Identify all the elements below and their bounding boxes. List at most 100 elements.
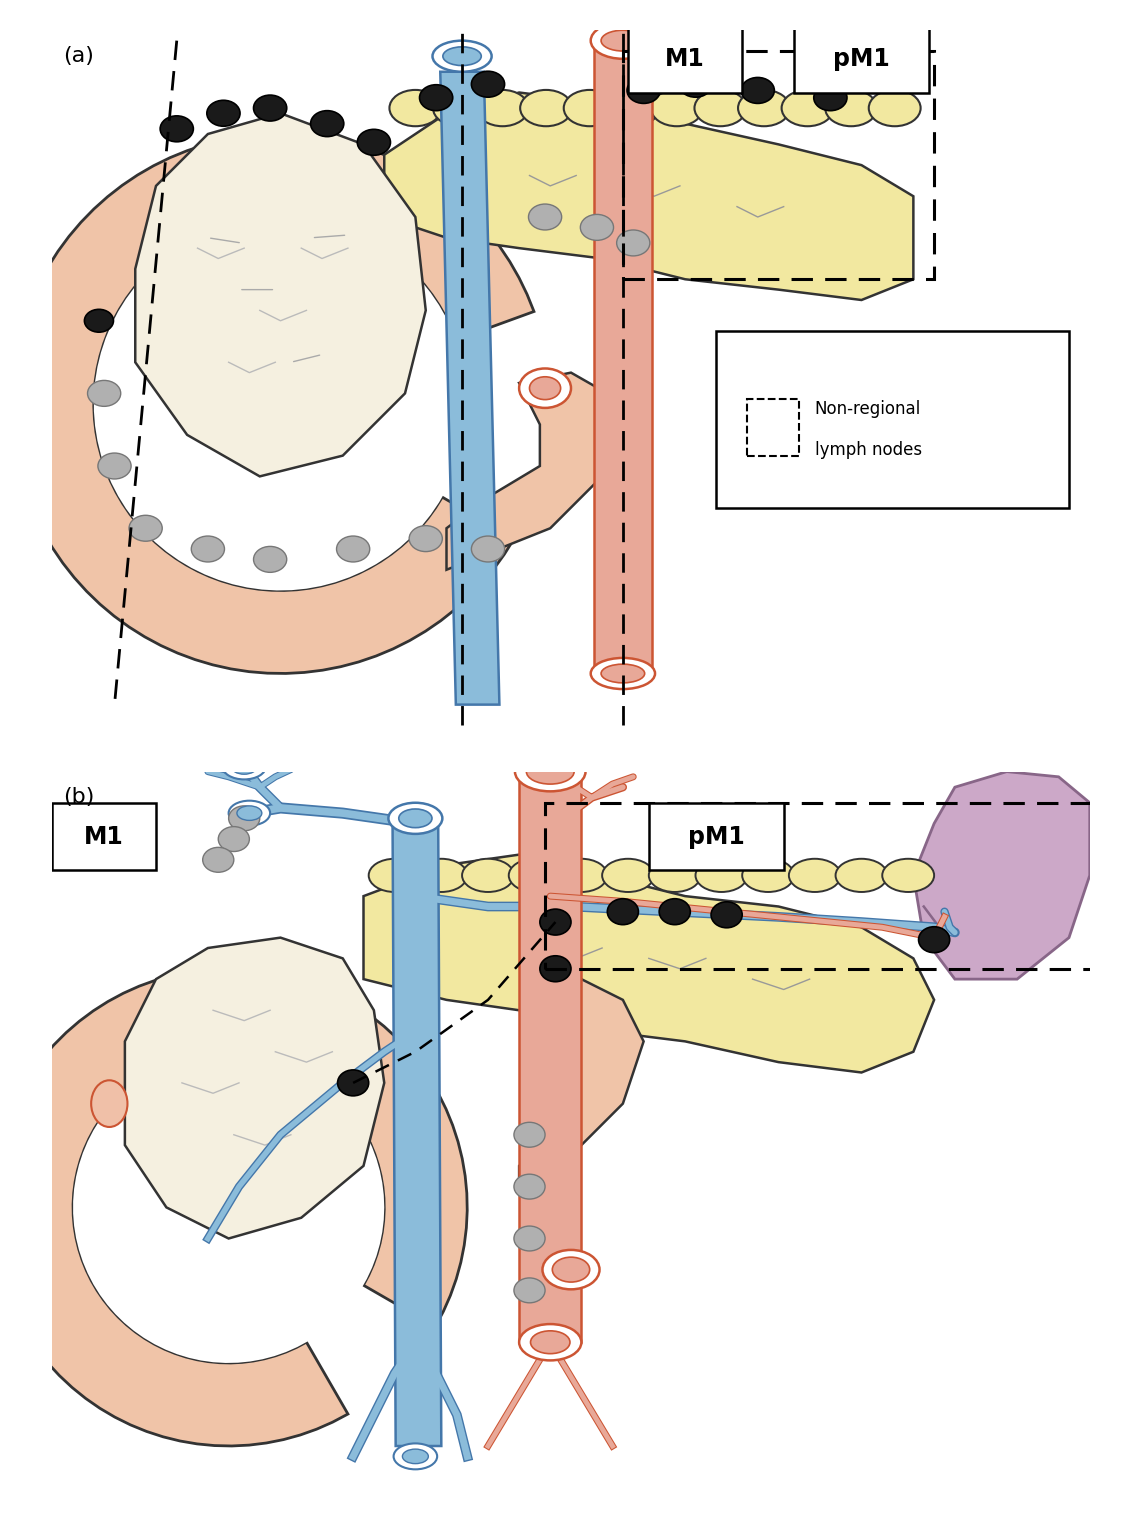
Ellipse shape	[311, 110, 344, 136]
Polygon shape	[363, 855, 934, 1073]
Ellipse shape	[781, 89, 834, 126]
Ellipse shape	[254, 546, 287, 572]
Ellipse shape	[514, 1174, 545, 1200]
Text: (b): (b)	[63, 787, 94, 808]
Ellipse shape	[601, 30, 645, 51]
Ellipse shape	[236, 806, 262, 820]
Ellipse shape	[160, 117, 193, 142]
FancyBboxPatch shape	[53, 803, 156, 870]
Ellipse shape	[553, 1257, 589, 1282]
Ellipse shape	[231, 758, 257, 775]
Ellipse shape	[580, 215, 613, 241]
Bar	[545, 803, 1105, 968]
Ellipse shape	[601, 664, 645, 682]
Ellipse shape	[814, 85, 847, 110]
Ellipse shape	[520, 89, 572, 126]
Ellipse shape	[659, 899, 690, 924]
Ellipse shape	[789, 859, 841, 893]
Ellipse shape	[540, 956, 571, 982]
Ellipse shape	[338, 1070, 369, 1095]
FancyBboxPatch shape	[794, 26, 928, 92]
Ellipse shape	[369, 859, 420, 893]
Ellipse shape	[472, 536, 505, 561]
Polygon shape	[594, 41, 652, 673]
Ellipse shape	[357, 129, 391, 156]
Bar	[622, 51, 934, 280]
Ellipse shape	[564, 89, 616, 126]
Ellipse shape	[738, 89, 790, 126]
Ellipse shape	[711, 902, 742, 927]
Ellipse shape	[826, 89, 877, 126]
Ellipse shape	[694, 89, 747, 126]
Polygon shape	[914, 772, 1089, 979]
Ellipse shape	[608, 899, 638, 924]
Polygon shape	[135, 113, 426, 477]
Ellipse shape	[514, 1123, 545, 1147]
Ellipse shape	[514, 1226, 545, 1251]
Polygon shape	[73, 1052, 384, 1363]
Ellipse shape	[649, 859, 701, 893]
Ellipse shape	[695, 859, 747, 893]
Ellipse shape	[207, 100, 240, 126]
Text: (a): (a)	[63, 45, 94, 67]
Ellipse shape	[608, 89, 659, 126]
Ellipse shape	[590, 23, 656, 59]
Text: Non-regional: Non-regional	[814, 399, 922, 418]
Ellipse shape	[129, 516, 162, 542]
Ellipse shape	[508, 859, 561, 893]
Ellipse shape	[202, 847, 234, 873]
Ellipse shape	[191, 536, 225, 561]
Ellipse shape	[617, 230, 650, 256]
Ellipse shape	[399, 809, 432, 828]
Ellipse shape	[529, 204, 562, 230]
Ellipse shape	[463, 859, 514, 893]
Ellipse shape	[91, 1080, 128, 1127]
Ellipse shape	[742, 859, 794, 893]
Polygon shape	[94, 216, 467, 590]
Bar	[747, 398, 799, 455]
Ellipse shape	[514, 1278, 545, 1303]
Text: M1: M1	[85, 825, 124, 849]
Ellipse shape	[223, 753, 266, 779]
Polygon shape	[520, 772, 581, 1342]
Ellipse shape	[85, 309, 113, 333]
Ellipse shape	[918, 927, 950, 953]
Ellipse shape	[515, 752, 586, 791]
Ellipse shape	[651, 89, 702, 126]
FancyBboxPatch shape	[628, 26, 742, 92]
Ellipse shape	[337, 536, 370, 561]
FancyBboxPatch shape	[649, 803, 783, 870]
Ellipse shape	[540, 909, 571, 935]
Ellipse shape	[520, 1324, 581, 1360]
Ellipse shape	[254, 95, 287, 121]
Ellipse shape	[602, 859, 654, 893]
Ellipse shape	[88, 380, 121, 407]
Ellipse shape	[869, 89, 920, 126]
Polygon shape	[124, 938, 384, 1239]
Ellipse shape	[419, 85, 452, 110]
Polygon shape	[393, 823, 441, 1446]
Ellipse shape	[394, 1443, 437, 1469]
Ellipse shape	[627, 77, 660, 103]
Ellipse shape	[741, 77, 774, 103]
Ellipse shape	[476, 89, 529, 126]
Ellipse shape	[388, 803, 442, 834]
Ellipse shape	[228, 800, 271, 826]
Ellipse shape	[409, 525, 442, 552]
Polygon shape	[447, 372, 622, 570]
Ellipse shape	[402, 1449, 428, 1463]
Ellipse shape	[416, 859, 467, 893]
Polygon shape	[441, 71, 499, 705]
Ellipse shape	[542, 1250, 600, 1289]
Ellipse shape	[590, 658, 656, 688]
Ellipse shape	[526, 760, 574, 784]
Polygon shape	[384, 92, 914, 300]
Ellipse shape	[836, 859, 887, 893]
Ellipse shape	[883, 859, 934, 893]
Polygon shape	[10, 135, 534, 673]
Ellipse shape	[433, 89, 485, 126]
Ellipse shape	[678, 71, 713, 97]
Text: lymph nodes: lymph nodes	[814, 442, 922, 460]
Polygon shape	[520, 979, 644, 1186]
Ellipse shape	[433, 41, 492, 71]
